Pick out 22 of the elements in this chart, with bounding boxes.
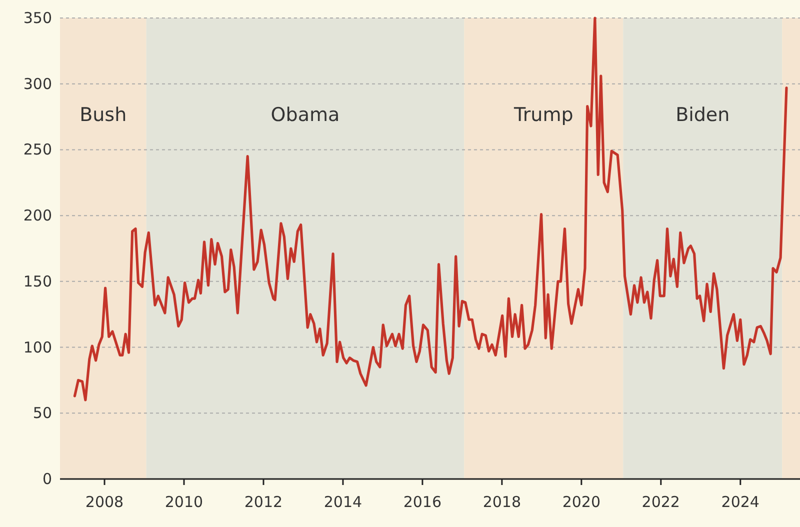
- x-tick-label: 2010: [164, 493, 204, 511]
- band-label: Trump: [513, 104, 574, 126]
- x-tick-label: 2018: [482, 493, 522, 511]
- x-tick-label: 2008: [85, 493, 124, 511]
- y-tick-label: 100: [23, 338, 52, 356]
- y-tick-label: 250: [23, 140, 52, 159]
- x-tick-label: 2020: [562, 493, 601, 511]
- x-tick-label: 2024: [721, 493, 760, 511]
- band-label: Bush: [80, 104, 127, 126]
- x-tick-label: 2016: [403, 493, 442, 511]
- x-tick-label: 2012: [244, 493, 283, 511]
- x-tick-label: 2014: [324, 493, 362, 511]
- y-tick-label: 0: [42, 470, 52, 488]
- y-tick-label: 300: [23, 74, 52, 93]
- y-tick-label: 350: [23, 9, 52, 27]
- band-label: Biden: [676, 104, 730, 126]
- x-tick-label: 2022: [642, 493, 680, 511]
- y-tick-label: 50: [32, 404, 52, 422]
- line-series: [73, 16, 788, 402]
- y-tick-label: 200: [23, 206, 52, 225]
- band-label: Obama: [270, 104, 340, 126]
- y-tick-label: 150: [23, 272, 52, 290]
